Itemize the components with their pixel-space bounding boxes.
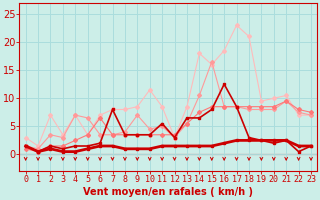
- X-axis label: Vent moyen/en rafales ( km/h ): Vent moyen/en rafales ( km/h ): [83, 187, 253, 197]
